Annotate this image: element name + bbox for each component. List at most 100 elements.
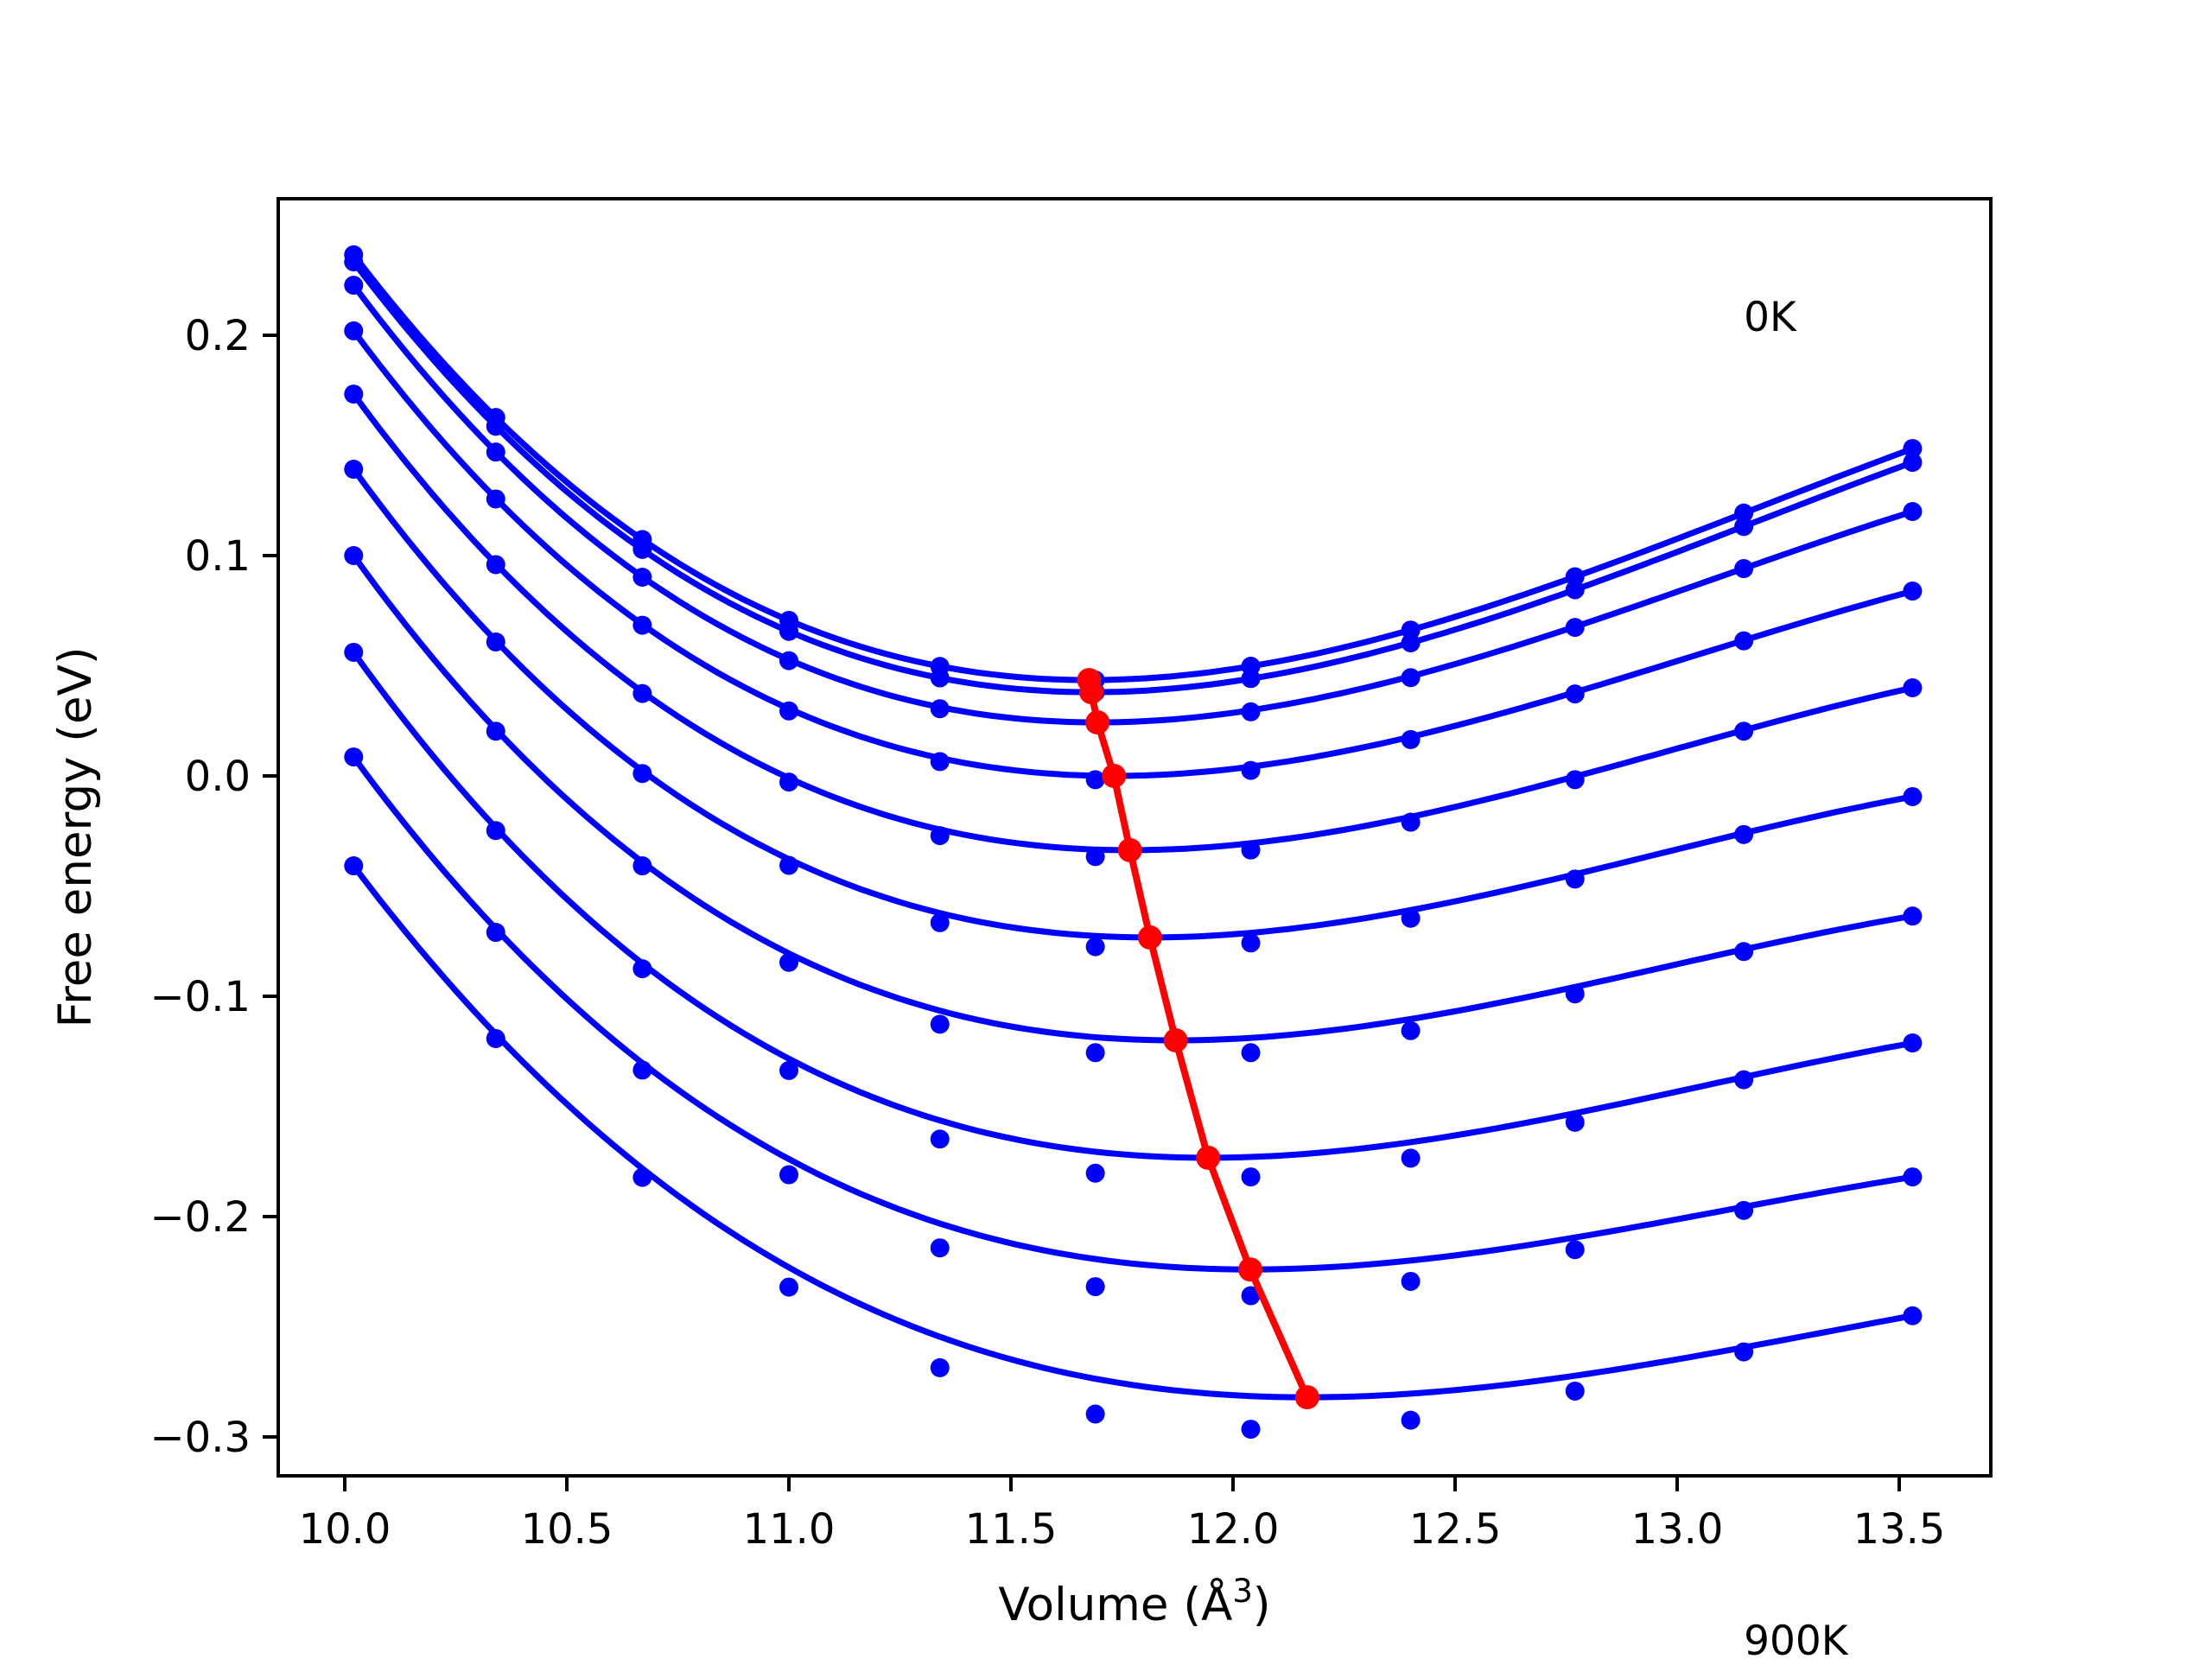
data-point-600K: [632, 856, 652, 876]
data-point-700K: [1565, 1112, 1585, 1132]
data-point-900K: [930, 1357, 950, 1377]
data-point-300K: [779, 701, 798, 721]
data-point-300K: [632, 615, 652, 635]
free-energy-curve-100K: [350, 258, 1916, 696]
data-point-600K: [1565, 984, 1585, 1004]
y-tick-label: −0.3: [149, 1414, 251, 1462]
minima-point: [1294, 1385, 1319, 1410]
data-point-900K: [1734, 1342, 1754, 1362]
data-point-700K: [1241, 1167, 1261, 1187]
free-energy-curve-0K: [350, 251, 1916, 683]
minima-point: [1238, 1257, 1263, 1282]
minima-point: [1102, 764, 1127, 788]
x-tick-label: 12.5: [1409, 1505, 1502, 1554]
data-point-300K: [1903, 582, 1923, 601]
data-point-200K: [344, 276, 364, 296]
annotation-900K: 900K: [1744, 1618, 1848, 1659]
data-point-700K: [1734, 1070, 1754, 1090]
free-energy-curve-300K: [350, 327, 1916, 779]
y-tick-label: 0.0: [185, 753, 251, 801]
data-point-400K: [1565, 770, 1585, 790]
data-point-200K: [779, 651, 798, 671]
data-point-800K: [1903, 1167, 1923, 1187]
data-point-500K: [1565, 869, 1585, 889]
data-point-700K: [1903, 1033, 1923, 1053]
data-point-600K: [1401, 1020, 1421, 1040]
minima-point: [1163, 1028, 1188, 1052]
data-point-600K: [1734, 942, 1754, 962]
data-point-200K: [930, 699, 950, 719]
data-point-800K: [486, 923, 505, 943]
y-tick-label: −0.1: [149, 973, 251, 1021]
data-point-700K: [1085, 1163, 1105, 1183]
data-point-800K: [779, 1165, 798, 1185]
data-point-600K: [779, 952, 798, 972]
data-point-300K: [1565, 684, 1585, 704]
x-axis-label: Volume (Å3): [998, 1573, 1270, 1632]
data-point-900K: [1085, 1404, 1105, 1424]
minima-line: [1085, 677, 1311, 1402]
data-point-300K: [1734, 631, 1754, 651]
data-point-200K: [1734, 559, 1754, 579]
minima-point: [1137, 925, 1162, 950]
free-energy-curve-900K: [350, 862, 1916, 1401]
data-point-500K: [1085, 937, 1105, 957]
data-point-700K: [930, 1129, 950, 1149]
data-point-800K: [1734, 1200, 1754, 1220]
data-point-400K: [1085, 847, 1105, 867]
data-point-700K: [344, 642, 364, 662]
data-point-800K: [344, 747, 364, 767]
data-point-0K: [1903, 439, 1923, 459]
data-point-0K: [1734, 503, 1754, 523]
free-energy-curve-800K: [350, 753, 1916, 1273]
data-point-900K: [1241, 1420, 1261, 1440]
minima-point: [1117, 837, 1142, 862]
data-point-500K: [1903, 786, 1923, 806]
data-point-300K: [486, 489, 505, 509]
data-point-400K: [1241, 840, 1261, 860]
data-point-200K: [1401, 668, 1421, 688]
x-tick-label: 13.5: [1853, 1505, 1946, 1554]
data-point-200K: [1903, 502, 1923, 521]
data-point-400K: [632, 683, 652, 703]
data-point-800K: [1565, 1240, 1585, 1260]
annotation-0K: 0K: [1744, 293, 1796, 341]
data-point-800K: [930, 1238, 950, 1258]
axes-box: [276, 197, 1993, 1478]
data-point-300K: [930, 752, 950, 772]
data-point-200K: [632, 567, 652, 587]
data-point-900K: [344, 856, 364, 876]
data-point-100K: [1734, 517, 1754, 537]
data-point-400K: [486, 555, 505, 575]
data-point-100K: [930, 668, 950, 688]
free-energy-curve-400K: [350, 391, 1916, 854]
data-point-0K: [1565, 567, 1585, 587]
data-point-100K: [1401, 632, 1421, 652]
x-tick-label: 10.0: [299, 1505, 391, 1554]
data-point-400K: [1903, 678, 1923, 697]
data-point-400K: [779, 772, 798, 792]
data-point-200K: [1241, 702, 1261, 721]
data-point-700K: [632, 959, 652, 979]
data-point-100K: [632, 539, 652, 559]
data-point-700K: [779, 1060, 798, 1080]
data-point-100K: [1565, 580, 1585, 600]
data-point-100K: [486, 416, 505, 436]
data-point-100K: [779, 621, 798, 641]
data-point-100K: [1903, 453, 1923, 473]
data-point-500K: [344, 460, 364, 480]
data-point-900K: [1565, 1381, 1585, 1401]
data-point-900K: [486, 1028, 505, 1048]
data-point-500K: [1734, 824, 1754, 844]
data-point-700K: [486, 821, 505, 841]
x-tick-label: 12.0: [1187, 1505, 1280, 1554]
minima-point: [1196, 1145, 1221, 1170]
data-point-500K: [1241, 933, 1261, 953]
data-point-600K: [1085, 1043, 1105, 1063]
free-energy-curve-600K: [350, 552, 1916, 1044]
data-point-300K: [344, 321, 364, 340]
data-point-200K: [486, 442, 505, 462]
data-point-100K: [1241, 669, 1261, 689]
data-point-900K: [1903, 1306, 1923, 1325]
